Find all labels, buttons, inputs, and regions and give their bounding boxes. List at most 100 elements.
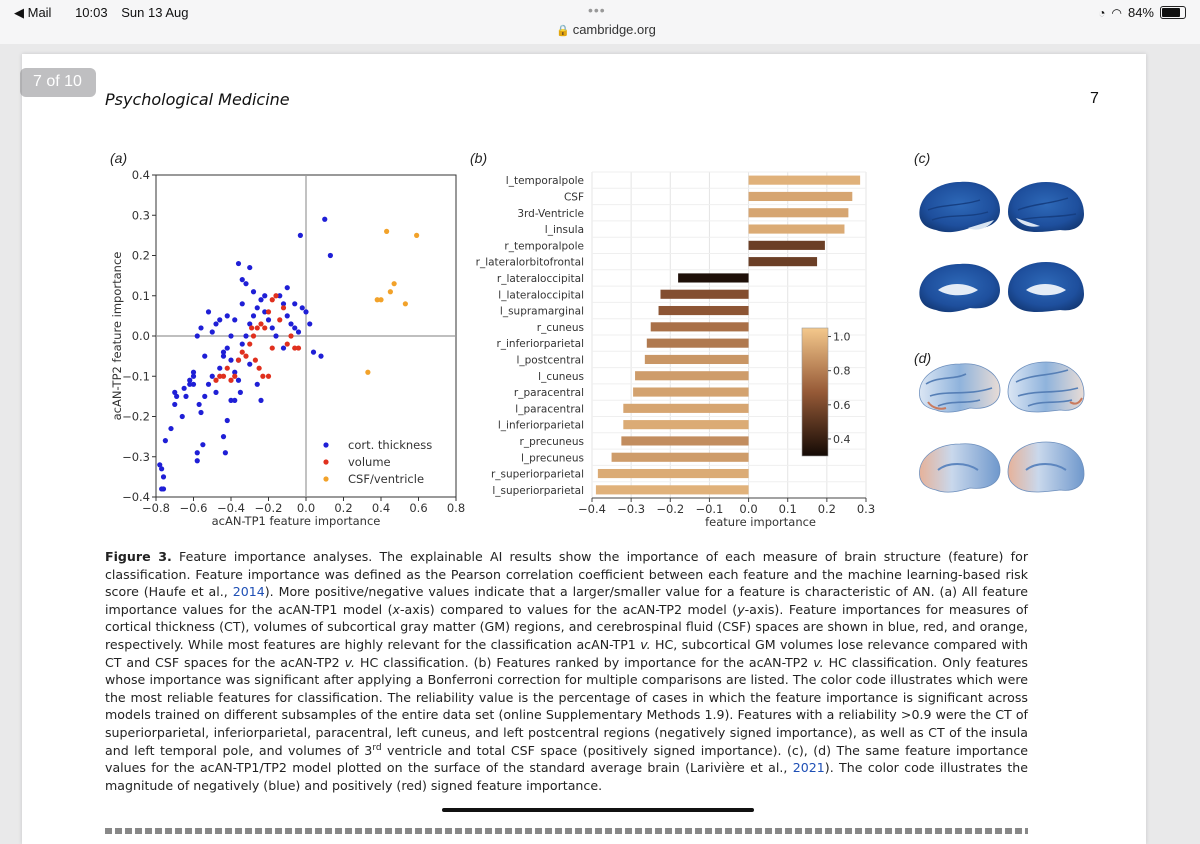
scatter-point: [213, 377, 219, 383]
panel-label-a: (a): [110, 150, 128, 166]
bar: [621, 436, 749, 446]
x-tick-label: −0.2: [656, 502, 684, 516]
page-indicator-bg: [20, 68, 96, 97]
scatter-point: [280, 305, 287, 311]
scatter-point: [391, 281, 397, 287]
url-bar[interactable]: 🔒 cambridge.org: [556, 22, 656, 37]
brain-d-medial-left: [919, 443, 1001, 493]
scatter-point: [284, 313, 290, 319]
scatter-point: [299, 305, 305, 311]
bar: [635, 371, 749, 381]
bar-category-label: l_lateraloccipital: [498, 289, 584, 301]
scatter-point: [258, 321, 264, 327]
scatter-point: [239, 349, 245, 355]
scatter-point: [243, 353, 249, 359]
scatter-point: [269, 297, 275, 303]
scatter-point: [318, 353, 324, 359]
x-tick-label: −0.1: [695, 502, 723, 516]
x-tick-label: 0.2: [334, 501, 352, 515]
lock-icon: 🔒: [556, 25, 570, 37]
scatter-point: [232, 317, 238, 323]
bar: [658, 305, 749, 316]
scatter-point: [265, 309, 272, 315]
bar-chart: l_temporalpole CSF 3rd-Ventricle l_insula r_…: [476, 171, 875, 529]
scatter-point: [190, 369, 197, 375]
y-tick-label: −0.2: [122, 410, 150, 424]
scatter-point: [303, 309, 309, 315]
scatter-point: [292, 301, 298, 307]
x-tick-label: 0.1: [779, 502, 797, 516]
scatter-point: [217, 365, 223, 371]
panel-label-c: (c): [914, 150, 931, 166]
scatter-point: [374, 297, 380, 303]
y-axis-label: acAN-TP2 feature importance: [110, 252, 124, 421]
scatter-point: [172, 401, 178, 408]
brain-d-medial-right: [1007, 441, 1085, 493]
scatter-point: [307, 321, 313, 327]
scatter-point: [220, 373, 227, 379]
scatter-point: [174, 393, 180, 399]
scatter-point: [247, 321, 253, 327]
bar-category-label: l_inferiorparietal: [498, 420, 584, 432]
brain-c-medial-right: [1008, 262, 1084, 312]
scatter-point: [297, 232, 303, 238]
scatter-point: [327, 252, 333, 259]
status-bar: ◀ Mail 10:03 Sun 13 Aug ••• 🔒 cambridge.o…: [0, 0, 1200, 44]
battery-percent: 84%: [1127, 5, 1154, 20]
caption-figure-label: Figure 3.: [105, 549, 172, 564]
citation-link[interactable]: 2014: [232, 584, 265, 600]
bar: [748, 191, 853, 202]
scatter-point: [172, 389, 178, 395]
scatter-point: [209, 373, 215, 379]
scatter-point: [237, 389, 243, 395]
figure-caption: Figure 3. Feature importance analyses. T…: [105, 548, 1028, 794]
scatter-point: [198, 325, 204, 331]
more-dots-icon[interactable]: •••: [588, 2, 606, 18]
status-right: ◔ ◠ 84%: [1098, 5, 1186, 20]
scatter-point: [187, 377, 193, 383]
scatter-point: [265, 373, 272, 379]
bar: [748, 240, 825, 250]
scatter-point: [239, 301, 245, 307]
x-tick-label: −0.2: [255, 501, 283, 515]
scatter-point: [262, 293, 268, 299]
back-to-mail[interactable]: ◀ Mail: [14, 5, 52, 20]
scatter-point: [162, 438, 168, 444]
citation-link[interactable]: 2021: [792, 760, 825, 776]
scatter-point: [187, 381, 193, 387]
scatter-point: [247, 264, 253, 271]
page-number: 7: [1090, 90, 1099, 107]
scatter-point: [235, 377, 242, 383]
scatter-point: [157, 462, 163, 468]
scatter-point: [252, 357, 258, 363]
scatter-point: [258, 397, 264, 403]
bar: [646, 338, 749, 348]
x-tick-label: −0.8: [142, 501, 170, 515]
scatter-point: [280, 345, 287, 351]
bar-category-label: r_precuneus: [520, 436, 584, 448]
scatter-point: [254, 305, 260, 311]
bar: [678, 273, 749, 283]
scatter-point: [168, 425, 174, 432]
scatter-point: [277, 317, 283, 323]
x-axis-label: acAN-TP1 feature importance: [212, 514, 381, 528]
page-divider: [442, 808, 754, 812]
bar: [650, 322, 749, 332]
scatter-point: [260, 373, 266, 379]
scatter-point: [277, 293, 283, 299]
scatter-point: [262, 309, 268, 315]
scatter-point: [284, 285, 290, 291]
scatter-point: [190, 381, 197, 387]
x-tick-label: 0.4: [372, 501, 390, 515]
y-tick-label: 0.0: [132, 329, 150, 343]
scatter-point: [239, 277, 245, 283]
x-tick-label: 0.0: [297, 501, 315, 515]
y-tick-label: 0.2: [132, 249, 150, 263]
brain-d-lateral-left: [919, 363, 1001, 413]
headphones-icon: ◠: [1111, 5, 1122, 20]
scatter-point: [202, 393, 208, 399]
back-app-label: Mail: [27, 5, 52, 20]
battery-icon: [1160, 6, 1186, 19]
bar: [633, 387, 749, 397]
scatter-chart: −0.8 −0.6 −0.4 −0.2 0.0 0.2 0.4 0.6 0.8 −0.4 −0.3 −…: [110, 168, 465, 528]
